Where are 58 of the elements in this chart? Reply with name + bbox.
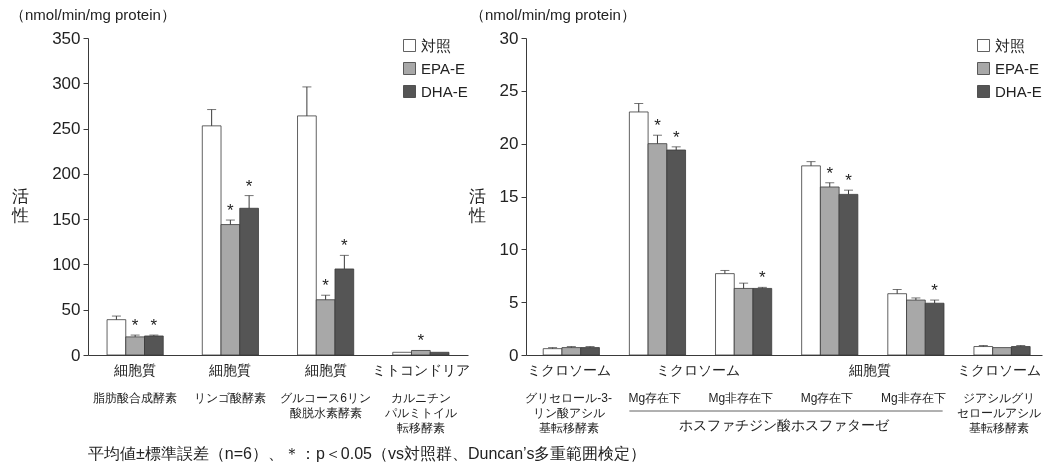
text: （nmol/min/mg protein）	[470, 6, 636, 23]
y-tick-label: 0	[509, 345, 519, 365]
text: ミクロソーム	[655, 362, 740, 378]
text: （nmol/min/mg protein）	[10, 6, 176, 23]
data-label: *	[341, 236, 349, 256]
y-tick-label: 150	[52, 209, 81, 229]
text: ミクロソーム	[526, 362, 611, 378]
data-label: *	[150, 316, 158, 336]
legend-label: DHA-E	[421, 82, 468, 100]
y-tick-label: 10	[499, 239, 519, 259]
legend-label: EPA-E	[995, 59, 1039, 77]
text: ホスファチジン酸ホスファターゼ	[679, 417, 890, 433]
legend-label: DHA-E	[995, 82, 1042, 100]
text: 細胞質	[848, 362, 892, 378]
data-label: *	[845, 171, 853, 191]
x-tick-label: リンゴ酸酵素	[194, 391, 267, 405]
x-tick-label: グリセロール-3-リン酸アシル基転移酵素	[525, 391, 612, 435]
y-tick-label: 250	[52, 119, 81, 139]
x-tick-label: 脂肪酸合成酵素	[93, 391, 178, 405]
y-tick-label: 15	[499, 187, 519, 206]
y-tick-label: 100	[52, 254, 81, 274]
x-tick-label: カルニチンパルミトイル転移酵素	[383, 391, 457, 435]
y-tick-label: 5	[509, 292, 519, 312]
data-label: *	[672, 127, 680, 147]
y-tick-label: 50	[61, 300, 81, 320]
legend-label: 対照	[995, 36, 1025, 54]
text: ミトコンドリア	[371, 362, 470, 378]
legend-label: EPA-E	[421, 59, 465, 77]
data-label: *	[417, 331, 425, 351]
x-tick-label: Mg存在下	[800, 391, 854, 405]
text: ミクロソーム	[957, 362, 1042, 378]
y-axis-title: 活性	[468, 187, 486, 225]
data-label: *	[322, 276, 330, 296]
x-tick-label: ジアシルグリセロールアシル基転移酵素	[957, 391, 1042, 435]
text: 細胞質	[113, 362, 157, 378]
y-tick-label: 300	[52, 73, 81, 93]
data-label: *	[227, 201, 235, 221]
text: 細胞質	[208, 362, 252, 378]
y-tick-label: 200	[52, 164, 81, 184]
x-tick-label: Mg非存在下	[880, 391, 946, 405]
x-tick-label: グルコース6リン酸脱水素酵素	[280, 391, 371, 420]
legend-label: 対照	[421, 36, 451, 54]
y-tick-label: 0	[71, 345, 81, 365]
y-axis-title: 活性	[11, 187, 29, 225]
data-label: *	[759, 268, 767, 288]
data-label: *	[245, 176, 253, 196]
data-label: *	[654, 116, 662, 136]
data-label: *	[131, 316, 139, 336]
x-tick-label: Mg非存在下	[708, 391, 774, 405]
x-tick-label: Mg存在下	[628, 391, 682, 405]
y-tick-label: 25	[499, 81, 519, 101]
data-label: *	[826, 163, 834, 183]
y-tick-label: 20	[499, 134, 519, 154]
text: 細胞質	[303, 362, 347, 378]
y-tick-label: 30	[499, 28, 519, 48]
y-tick-label: 350	[52, 28, 81, 48]
text: 平均値±標準誤差（n=6）、＊：p＜0.05（vs対照群、Duncan’s多重範囲検定）	[88, 445, 647, 462]
data-label: *	[931, 281, 939, 301]
